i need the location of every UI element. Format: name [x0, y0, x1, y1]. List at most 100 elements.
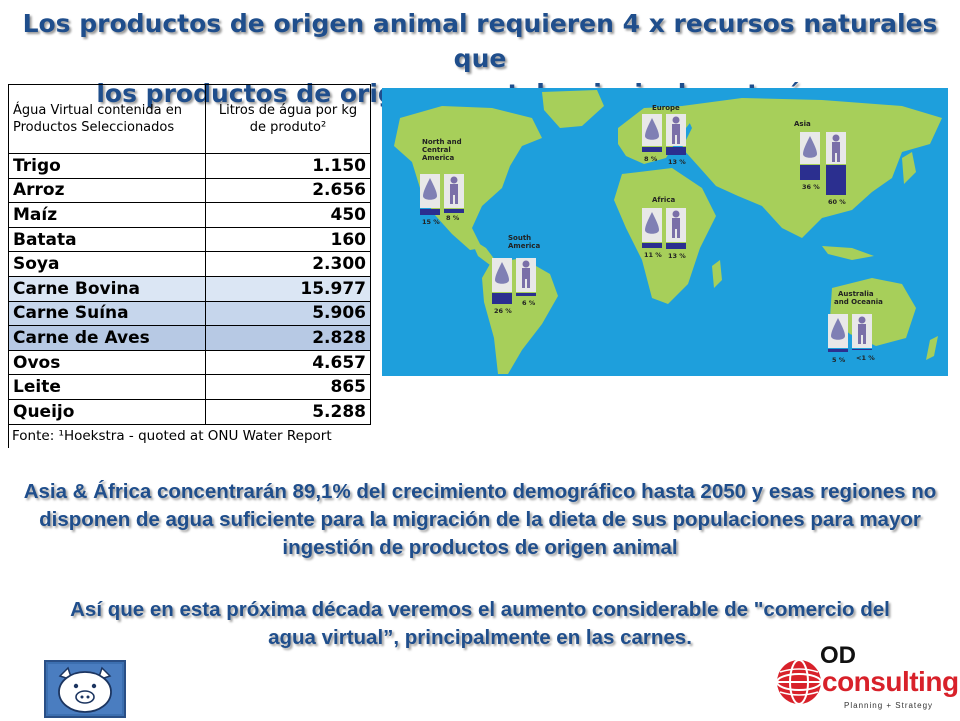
liters-cell: 2.828	[205, 325, 371, 351]
table-row: Batata 160	[8, 226, 371, 253]
od-consulting-logo: OD consulting Planning + Strategy	[760, 630, 960, 720]
person-icon	[672, 116, 680, 144]
north-america-label-2: Central	[422, 146, 451, 154]
table-header-row: Água Virtual contenida en Productos Sele…	[8, 84, 371, 154]
liters-cell: 4.657	[205, 349, 371, 376]
europe-pop-pct: 13 %	[668, 158, 686, 166]
liters-cell: 865	[205, 374, 371, 400]
liters-cell: 15.977	[205, 275, 371, 302]
globe-icon	[776, 659, 822, 705]
person-icon	[672, 210, 680, 238]
asia-marker: Asia 36 % 60 %	[794, 120, 846, 206]
asia-label: Asia	[794, 120, 811, 128]
south-america-water-pct: 26 %	[494, 307, 512, 315]
logo-consulting-text: consulting	[822, 666, 959, 697]
logo-od-text: OD	[820, 642, 856, 669]
australia-landmass	[830, 278, 916, 346]
logo-tagline: Planning + Strategy	[844, 701, 934, 710]
africa-landmass	[614, 168, 716, 304]
africa-water-bar	[642, 243, 662, 248]
product-cell: Ovos	[8, 349, 206, 376]
north-america-landmass	[394, 106, 542, 250]
north-america-label-3: America	[422, 154, 454, 162]
table-header-liters: Litros de água por kg de produto²	[205, 84, 371, 154]
asia-water-pct: 36 %	[802, 183, 820, 191]
product-cell: Batata	[8, 226, 206, 253]
oceania-label-2: and Oceania	[834, 298, 883, 306]
south-america-label-1: South	[508, 234, 531, 242]
person-icon	[450, 176, 458, 204]
title-line-1: Los productos de origen animal requieren…	[22, 9, 938, 73]
water-drop-icon	[831, 318, 845, 340]
world-water-map: North and Central America 15 % 8 % Europ…	[382, 88, 948, 376]
africa-marker: Africa 11 % 13 %	[642, 196, 686, 260]
table-row: Ovos 4.657	[8, 349, 371, 376]
europe-label: Europe	[652, 104, 680, 112]
table-row: Leite 865	[8, 374, 371, 400]
table-row: Queijo 5.288	[8, 398, 371, 425]
liters-cell: 450	[205, 202, 371, 228]
africa-pop-bar	[666, 243, 686, 249]
north-america-pop-bar	[444, 209, 464, 213]
liters-cell: 1.150	[205, 153, 371, 179]
africa-pop-pct: 13 %	[668, 252, 686, 260]
table-row: Trigo 1.150	[8, 153, 371, 179]
africa-water-pct: 11 %	[644, 251, 662, 259]
oceania-pop-pct: <1 %	[856, 354, 875, 362]
oceania-water-pct: 5 %	[832, 356, 846, 364]
oceania-water-bar	[828, 349, 848, 352]
south-america-marker: South America 26 % 6 %	[492, 234, 540, 315]
oceania-label-1: Australia	[838, 290, 874, 298]
greenland-landmass	[542, 90, 604, 128]
central-america-landmass	[470, 238, 498, 268]
product-cell: Carne Suína	[8, 300, 206, 327]
europe-pop-bar	[666, 147, 686, 155]
asia-pop-pct: 60 %	[828, 198, 846, 206]
north-america-pop-pct: 8 %	[446, 214, 460, 222]
north-america-water-bar	[420, 209, 440, 215]
product-cell: Queijo	[8, 398, 206, 425]
liters-cell: 5.906	[205, 300, 371, 327]
new-zealand-landmass	[926, 336, 938, 360]
europe-water-pct: 8 %	[644, 155, 658, 163]
liters-cell: 160	[205, 226, 371, 253]
product-cell: Arroz	[8, 177, 206, 204]
oceania-marker: Australia and Oceania 5 % <1 %	[828, 290, 883, 364]
liters-cell: 5.288	[205, 398, 371, 425]
oceania-pop-bar	[852, 349, 872, 350]
table-row: Carne de Aves 2.828	[8, 325, 371, 351]
north-america-label-1: North and	[422, 138, 462, 146]
africa-label: Africa	[652, 196, 675, 204]
table-row: Arroz 2.656	[8, 177, 371, 204]
asia-water-bar	[800, 165, 820, 180]
liters-cell: 2.656	[205, 177, 371, 204]
liters-cell: 2.300	[205, 251, 371, 277]
table-source: Fonte: ¹Hoekstra - quoted at ONU Water R…	[8, 424, 370, 448]
pig-icon	[48, 664, 122, 714]
table-header-product: Água Virtual contenida en Productos Sele…	[8, 84, 206, 154]
south-america-pop-pct: 6 %	[522, 299, 536, 307]
table-row: Carne Suína 5.906	[8, 300, 371, 327]
south-america-pop-bar	[516, 293, 536, 296]
asia-pop-bar	[826, 165, 846, 195]
table-row: Soya 2.300	[8, 251, 371, 277]
person-icon	[858, 316, 866, 344]
product-cell: Leite	[8, 374, 206, 400]
demographic-paragraph: Asia & África concentrarán 89,1% del cre…	[23, 480, 937, 559]
south-america-water-bar	[492, 293, 512, 304]
virtual-water-trade-paragraph: Así que en esta próxima década veremos e…	[70, 598, 890, 649]
product-cell: Carne Bovina	[8, 275, 206, 302]
product-cell: Soya	[8, 251, 206, 277]
product-cell: Carne de Aves	[8, 325, 206, 351]
person-icon	[522, 260, 530, 288]
madagascar-landmass	[712, 260, 722, 288]
virtual-water-table: Água Virtual contenida en Productos Sele…	[8, 84, 371, 458]
europe-water-bar	[642, 147, 662, 152]
water-drop-icon	[645, 118, 659, 140]
water-drop-icon	[803, 136, 817, 158]
north-america-water-pct: 15 %	[422, 218, 440, 226]
water-drop-icon	[423, 178, 437, 200]
water-drop-icon	[645, 212, 659, 234]
pig-logo	[44, 660, 126, 718]
water-drop-icon	[495, 262, 509, 284]
